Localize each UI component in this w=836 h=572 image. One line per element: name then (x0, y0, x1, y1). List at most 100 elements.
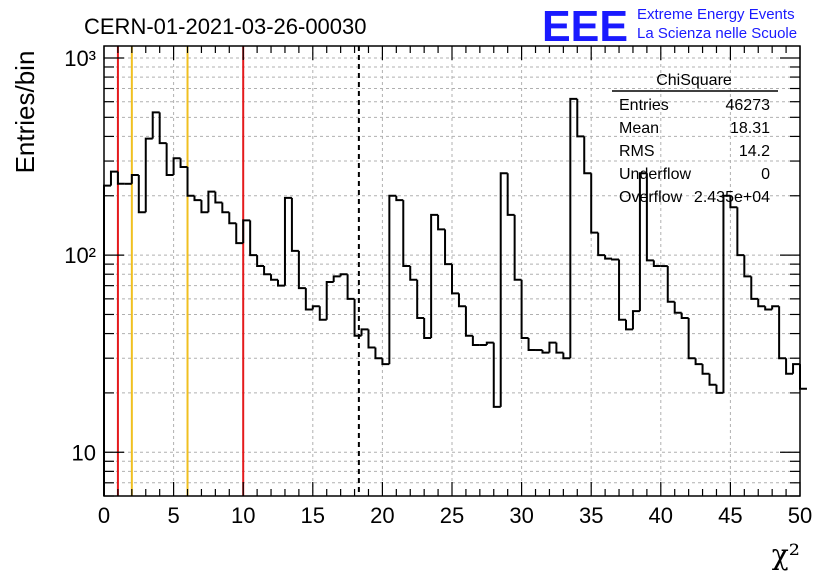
histogram-bin (701, 364, 710, 375)
histogram-bin (235, 223, 244, 245)
x-tick-label: 5 (167, 503, 179, 528)
histogram-bin (283, 196, 292, 286)
histogram-bin (172, 157, 181, 175)
histogram-bin (492, 342, 501, 408)
histogram-bin (631, 310, 640, 330)
x-tick-label: 0 (98, 503, 110, 528)
histogram-bin (625, 319, 633, 331)
histogram-bin (221, 202, 230, 214)
histogram-bin (353, 298, 362, 337)
histogram-bin (757, 298, 766, 308)
x-tick-label: 15 (301, 503, 325, 528)
histogram-bin (186, 166, 195, 197)
histogram-bin (499, 172, 508, 407)
histogram-bin (652, 260, 661, 268)
histogram-bin (311, 305, 320, 310)
histogram-bin (214, 191, 223, 204)
histogram-bin (562, 352, 571, 360)
histogram-bin (638, 172, 647, 312)
histogram-bin (290, 197, 299, 252)
histogram-bin (277, 279, 285, 287)
stats-value-rms: 14.2 (739, 143, 770, 160)
logo-line-1: Extreme Energy Events (637, 6, 795, 23)
histogram-bin (339, 273, 348, 277)
histogram-bin (520, 279, 529, 339)
stats-label-rms: RMS (619, 143, 655, 160)
histogram-bin (409, 266, 418, 281)
x-tick-label: 10 (231, 503, 255, 528)
histogram-bin (395, 195, 404, 202)
histogram-bin (611, 258, 620, 261)
histogram-bin (715, 384, 724, 394)
histogram-bin (778, 306, 787, 360)
histogram-bin (297, 250, 306, 290)
histogram-bin (430, 213, 439, 338)
histogram-bin (687, 317, 696, 360)
y-axis-label: Entries/bin (10, 51, 40, 174)
histogram-bin (506, 173, 515, 216)
histogram-bin (569, 97, 578, 359)
histogram-bin (137, 174, 146, 214)
histogram-bin (151, 111, 160, 139)
histogram-bin (673, 301, 682, 314)
histogram-bin (318, 306, 327, 321)
histogram-bin (402, 200, 411, 268)
stats-value-mean: 18.31 (730, 120, 770, 137)
histogram-bin (799, 364, 807, 390)
histogram-bin (576, 98, 585, 138)
histogram-bin (680, 312, 689, 319)
histogram-bin (597, 232, 606, 257)
stats-label-entries: Entries (619, 97, 669, 114)
histogram-bin (388, 194, 397, 365)
histogram-bin (618, 259, 626, 321)
histogram-bin (158, 112, 167, 145)
stats-label-overflow: Overflow (619, 189, 683, 206)
stats-label-underflow: Underflow (619, 166, 691, 183)
histogram-bin (583, 136, 592, 175)
histogram-bin (332, 275, 341, 283)
histogram-bin (304, 288, 313, 311)
histogram-bin (207, 190, 216, 213)
histogram-bin (548, 341, 557, 353)
histogram-bin (464, 306, 473, 337)
histogram-bin (193, 195, 202, 202)
histogram-bin (645, 173, 654, 262)
histogram-bin (270, 274, 278, 281)
histogram-bin (200, 200, 209, 214)
histogram-bin (263, 266, 272, 276)
x-tick-label: 25 (440, 503, 464, 528)
y-tick-label: 10³ (64, 46, 96, 71)
histogram-bin (179, 158, 188, 168)
histogram-bin (381, 358, 390, 366)
y-tick-label: 10 (72, 440, 96, 465)
histogram-bin (423, 317, 432, 339)
histogram-bin (694, 358, 703, 366)
stats-value-underflow: 0 (761, 166, 770, 183)
histogram-bin (103, 184, 111, 496)
histogram-bin (666, 266, 675, 303)
histogram-bin (471, 335, 480, 347)
histogram-bin (590, 173, 599, 234)
histogram (103, 97, 807, 496)
histogram-bin (437, 214, 446, 231)
histogram-bin (792, 363, 800, 374)
run-title: CERN-01-2021-03-26-00030 (84, 14, 367, 39)
stats-box: ChiSquare Entries 46273 Mean 18.31 RMS 1… (612, 72, 778, 206)
histogram-bin (708, 373, 717, 386)
histogram-bin (513, 214, 522, 281)
x-tick-label: 40 (649, 503, 673, 528)
histogram-bin (604, 255, 613, 260)
x-axis-label: χ² (772, 538, 800, 571)
histogram-bin (736, 207, 745, 257)
histogram-bin (729, 195, 738, 209)
histogram-bin (346, 274, 355, 300)
histogram-bin (360, 328, 369, 336)
histogram-bin (228, 212, 237, 225)
histogram-bin (485, 341, 494, 346)
histogram-bin (750, 276, 759, 300)
histogram-bin (764, 306, 773, 311)
histogram-bin (367, 329, 376, 349)
histogram-bin (109, 170, 118, 186)
histogram-bin (165, 143, 174, 176)
